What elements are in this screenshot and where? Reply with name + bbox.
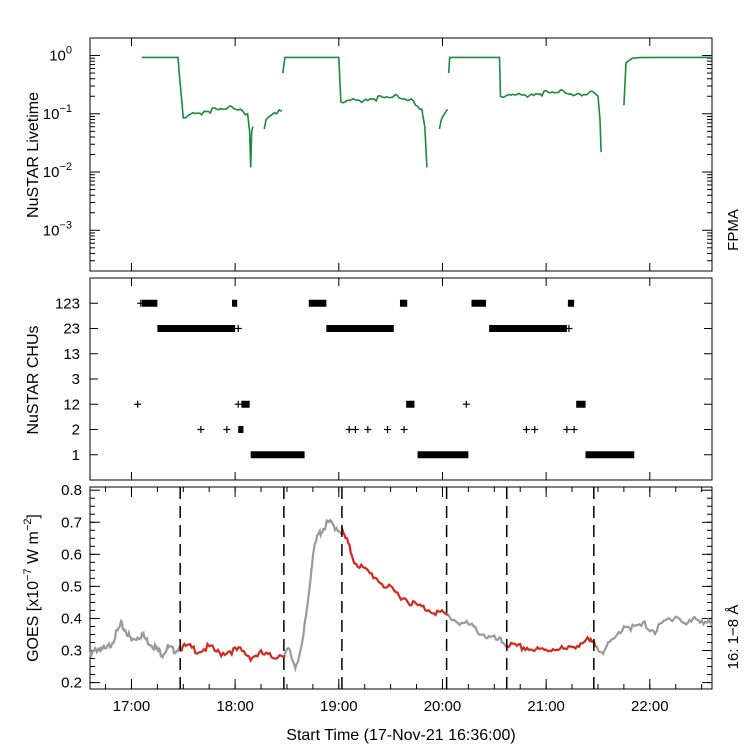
goes-series-line — [88, 618, 182, 660]
livetime-series-line — [438, 108, 449, 130]
goes-xtick-label: 21:00 — [527, 698, 565, 715]
chu-band — [417, 451, 469, 459]
livetime-ytick-label: 10−3 — [43, 219, 72, 239]
chu-band — [399, 299, 408, 307]
livetime-ytick-label: 10−2 — [43, 161, 72, 181]
goes-series-highlight — [505, 635, 597, 653]
goes-series-line — [283, 518, 343, 673]
chu-band — [326, 325, 394, 332]
chu-ytick-label: 12 — [63, 396, 80, 413]
goes-ytick-label: 0.6 — [61, 546, 82, 563]
chu-band — [576, 400, 586, 408]
chu-ytick-label: 13 — [63, 346, 80, 363]
chu-band — [406, 400, 415, 408]
goes-ytick-label: 0.3 — [61, 643, 82, 660]
chu-band — [471, 299, 487, 307]
chu-point — [345, 426, 353, 433]
chu-point — [137, 299, 145, 307]
livetime-series-line — [447, 56, 602, 153]
chu-band — [567, 299, 575, 307]
livetime-series-line — [282, 56, 428, 168]
goes-series-highlight — [340, 526, 449, 617]
chu-band — [250, 451, 305, 459]
chu-ytick-label: 2 — [72, 422, 80, 439]
goes-ylabel: GOES [x10−7 W m−2] — [22, 514, 42, 662]
goes-ytick-label: 0.4 — [61, 610, 82, 627]
goes-xtick-label: 18:00 — [216, 698, 254, 715]
chu-point — [384, 426, 392, 433]
chu-ytick-label: 23 — [63, 321, 80, 338]
goes-legend: 16: 1−8 Å — [725, 605, 742, 670]
goes-xtick-label: 17:00 — [113, 698, 151, 715]
goes-ytick-label: 0.2 — [61, 675, 82, 692]
livetime-plot: 100 10−1 10−2 10−3 — [43, 37, 712, 272]
chu-point — [134, 400, 142, 408]
chu-ytick-label: 1 — [72, 447, 80, 464]
goes-ytick-label: 0.8 — [61, 482, 82, 499]
goes-plot: 0.2 0.3 0.4 0.5 0.6 0.7 0.8 17:00 18:00 19:00 20:0… — [61, 482, 713, 715]
goes-ytick-label: 0.5 — [61, 578, 82, 595]
goes-series-line — [447, 614, 508, 648]
chu-band — [157, 325, 236, 332]
goes-xtick-label: 19:00 — [320, 698, 358, 715]
chu-band — [241, 400, 250, 408]
chu-point — [522, 426, 530, 433]
livetime-panel-frame — [89, 37, 713, 272]
livetime-legend: FPMA — [725, 209, 742, 251]
chu-ytick-label: 3 — [72, 371, 80, 388]
goes-panel-frame — [89, 486, 713, 690]
chu-band — [489, 325, 567, 332]
goes-series-line — [594, 615, 713, 656]
livetime-series-line — [623, 56, 712, 106]
chu-point — [351, 426, 359, 433]
goes-xtick-label: 22:00 — [631, 698, 669, 715]
x-axis-label: Start Time (17-Nov-21 16:36:00) — [286, 727, 515, 744]
chu-ytick-label: 123 — [55, 295, 80, 312]
chu-band — [308, 299, 327, 307]
chu-ylabel: NuSTAR CHUs — [25, 325, 42, 434]
chu-band — [585, 451, 635, 459]
goes-xtick-label: 20:00 — [424, 698, 462, 715]
livetime-ytick-label: 10−1 — [43, 103, 72, 123]
chu-point — [531, 426, 539, 433]
chu-band — [232, 299, 238, 307]
chu-point — [234, 325, 242, 332]
chu-point — [462, 400, 470, 408]
livetime-series-line — [141, 56, 254, 168]
chu-panel-frame — [89, 277, 713, 481]
chu-band — [141, 299, 158, 307]
goes-series-highlight — [179, 641, 286, 664]
chu-point — [234, 400, 242, 408]
chu-point — [197, 426, 205, 433]
chu-point — [364, 426, 372, 433]
chu-point — [563, 426, 571, 433]
livetime-series-line — [263, 108, 283, 130]
chu-point — [400, 426, 408, 433]
chu-point — [223, 426, 231, 433]
livetime-ylabel: NuSTAR Livetime — [25, 92, 42, 218]
chu-band — [238, 426, 244, 433]
livetime-ytick-label: 100 — [49, 45, 72, 65]
goes-ytick-label: 0.7 — [61, 514, 82, 531]
chu-point — [565, 325, 573, 332]
chu-point — [570, 426, 578, 433]
